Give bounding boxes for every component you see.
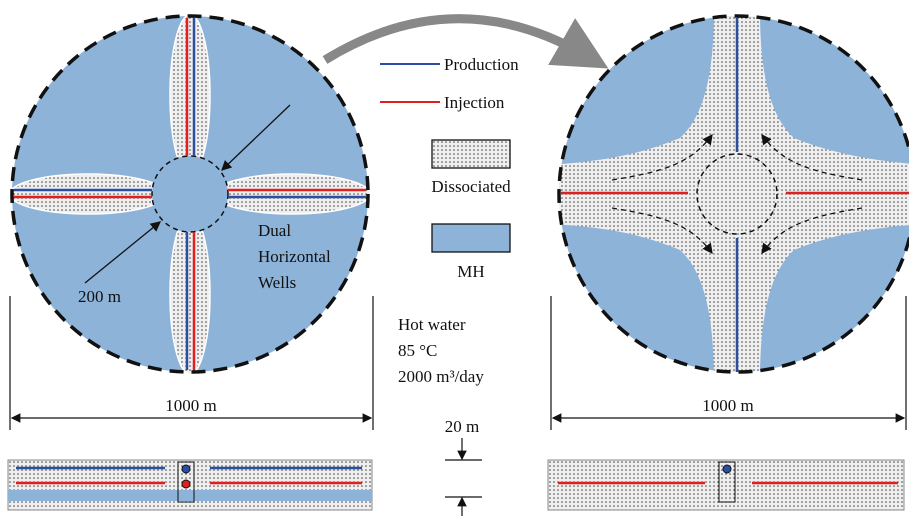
legend-label: Production bbox=[444, 55, 519, 74]
diagram: Dual Horizontal Wells 200 m Production I… bbox=[0, 0, 909, 516]
right-reservoir bbox=[550, 10, 909, 380]
condition: 85 °C bbox=[398, 341, 437, 360]
right-cross-section bbox=[548, 460, 904, 510]
legend: Production Injection Dissociated MH bbox=[380, 55, 519, 281]
wells-label: Dual bbox=[258, 221, 291, 240]
thickness-label: 20 m bbox=[445, 417, 479, 436]
wells-label: Wells bbox=[258, 273, 296, 292]
condition: 2000 m³/day bbox=[398, 367, 484, 386]
radius-label: 200 m bbox=[78, 287, 121, 306]
width-label: 1000 m bbox=[165, 396, 216, 415]
transition-arrow bbox=[325, 19, 585, 60]
condition: Hot water bbox=[398, 315, 466, 334]
legend-label: MH bbox=[457, 262, 484, 281]
legend-label: Dissociated bbox=[431, 177, 511, 196]
left-cross-section bbox=[8, 460, 372, 510]
left-reservoir: Dual Horizontal Wells 200 m bbox=[10, 15, 370, 374]
wells-label: Horizontal bbox=[258, 247, 331, 266]
legend-label: Injection bbox=[444, 93, 505, 112]
width-label: 1000 m bbox=[702, 396, 753, 415]
